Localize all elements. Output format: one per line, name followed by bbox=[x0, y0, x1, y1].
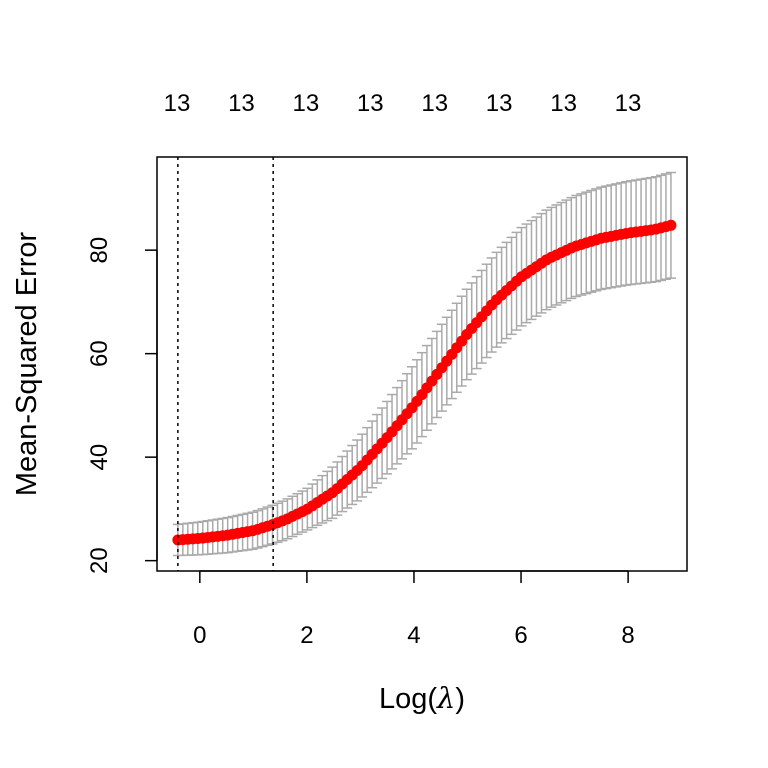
y-tick-label: 20 bbox=[86, 547, 113, 574]
error-bars bbox=[172, 171, 676, 557]
x-tick-label: 0 bbox=[193, 622, 206, 649]
x-tick-label: 2 bbox=[300, 622, 313, 649]
top-axis-label: 13 bbox=[164, 90, 191, 117]
x-axis-label: Log(λ) bbox=[379, 681, 465, 715]
top-axis-label: 13 bbox=[421, 90, 448, 117]
data-point bbox=[665, 219, 677, 231]
y-axis-label: Mean-Squared Error bbox=[11, 231, 43, 496]
top-axis-label: 13 bbox=[228, 90, 255, 117]
y-tick-label: 40 bbox=[86, 444, 113, 471]
top-axis-label: 13 bbox=[486, 90, 513, 117]
y-tick-label: 80 bbox=[86, 237, 113, 264]
x-tick-label: 8 bbox=[621, 622, 634, 649]
reference-lines bbox=[177, 157, 274, 571]
x-tick-label: 4 bbox=[407, 622, 420, 649]
x-axis: 0 2 4 6 8 bbox=[193, 570, 635, 649]
top-axis-label: 13 bbox=[615, 90, 642, 117]
top-axis-label: 13 bbox=[357, 90, 384, 117]
y-tick-label: 60 bbox=[86, 340, 113, 367]
top-axis-label: 13 bbox=[293, 90, 320, 117]
top-axis-label: 13 bbox=[550, 90, 577, 117]
x-tick-label: 6 bbox=[514, 622, 527, 649]
x-axis-label-prefix: Log( bbox=[379, 683, 437, 715]
data-points bbox=[172, 219, 677, 546]
x-axis-label-lambda: λ bbox=[436, 681, 455, 715]
top-axis-labels: 13 13 13 13 13 13 13 13 bbox=[164, 90, 642, 117]
x-axis-label-suffix: ) bbox=[455, 683, 465, 715]
y-axis: 20 40 60 80 bbox=[86, 237, 158, 574]
